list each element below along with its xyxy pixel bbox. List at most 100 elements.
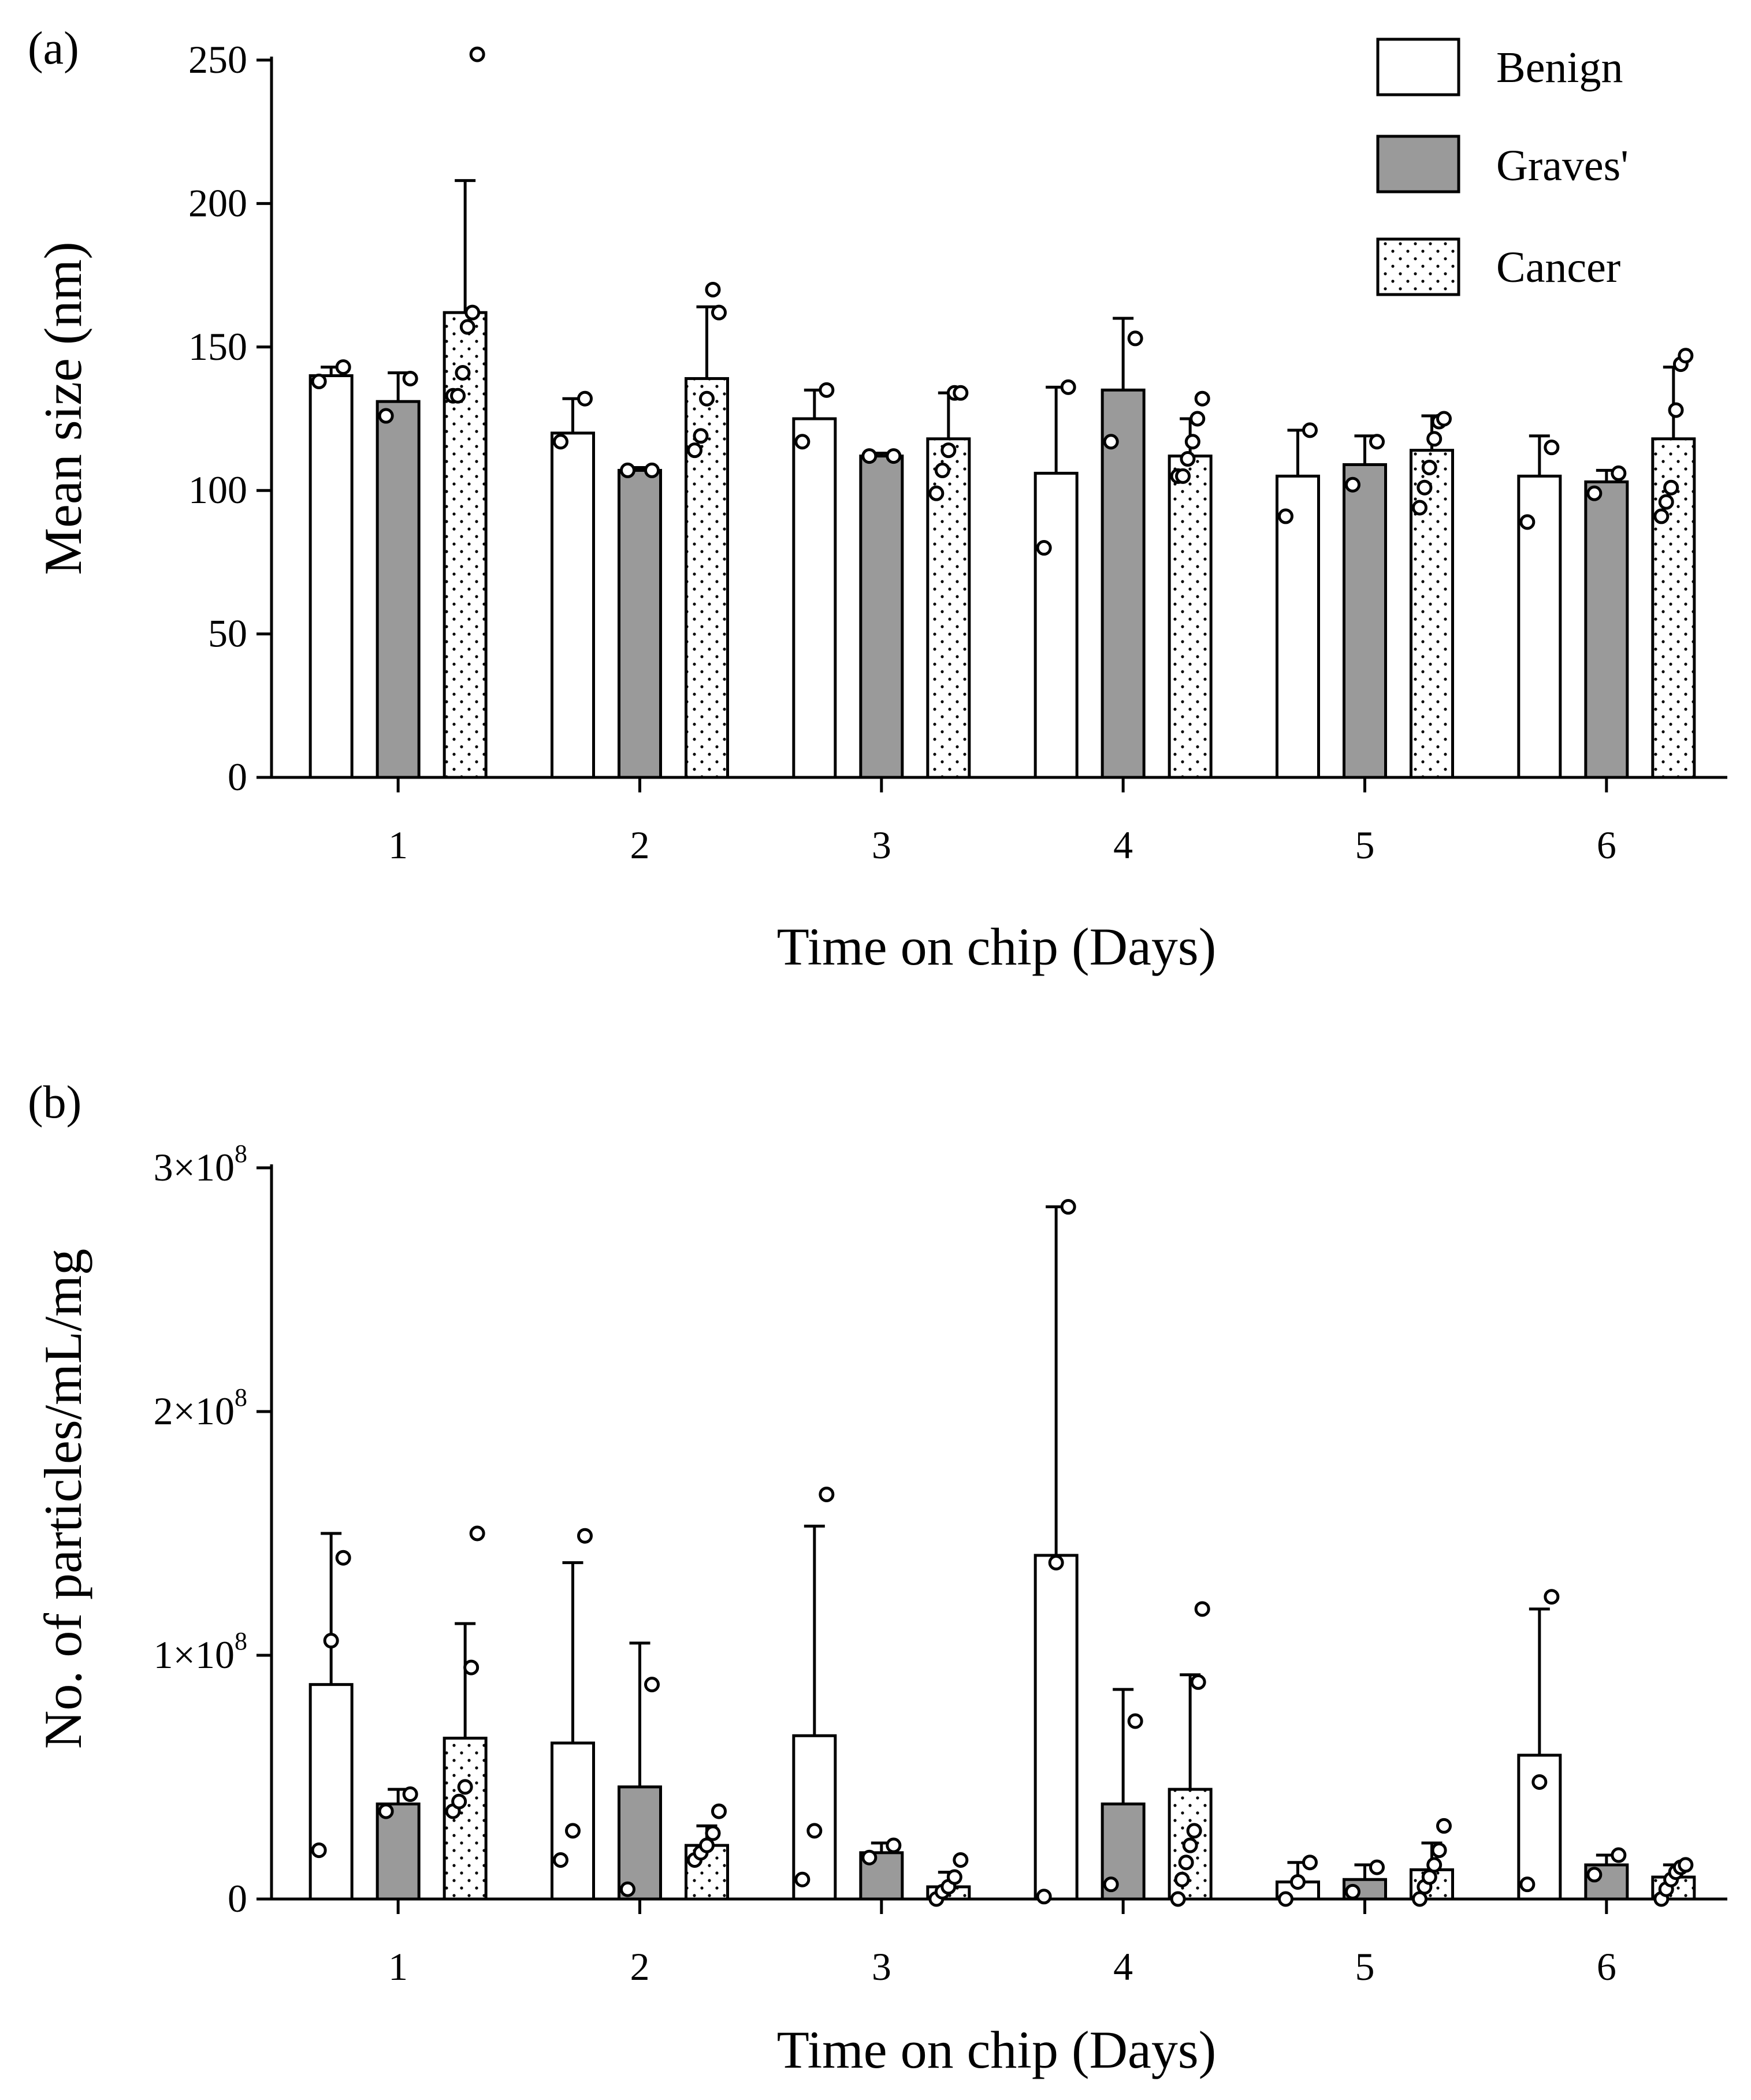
panel-a-y-tick-label: 100 [188,468,247,512]
panel-a-x-axis-title: Time on chip (Days) [777,917,1217,976]
panel-b-data-point [953,1852,969,1868]
panel-a-label: (a) [28,23,79,74]
panel-a-data-point [1345,476,1360,493]
panel-b-bar-graves-day1 [376,1802,421,1901]
panel-b-x-tick-label: 4 [1113,1945,1133,1989]
panel-a-data-point [1127,330,1143,347]
legend-swatch-cancer [1376,237,1460,296]
panel-a-data-point [1544,440,1560,456]
panel-b-data-point [577,1528,593,1544]
legend-label-benign: Benign [1496,43,1623,92]
panel-a-data-point [378,408,394,424]
panel-b: (b) No. of particles/mL/mg Time on chip … [28,1077,1727,2079]
panel-a-data-point [711,304,727,321]
panel-a-data-point [1653,508,1670,524]
panel-b-data-point [711,1803,727,1819]
legend-swatch-benign [1376,38,1460,96]
panel-a-data-point [705,281,721,297]
panel-a-data-point [1412,500,1427,516]
panel-a-data-point [693,428,709,444]
panel-b-y-tick-label: 2×108 [154,1383,247,1433]
panel-a-data-point [577,390,593,407]
panel-a-y-axis-title: Mean size (nm) [34,241,92,575]
panel-a-data-point [1436,411,1452,427]
panel-b-data-point [1060,1199,1076,1215]
panel-a-data-point [699,390,715,407]
panel-b-data-point [565,1823,581,1839]
panel-b-data-point [1519,1876,1536,1893]
panel-a-y-tick-label: 50 [208,612,247,656]
panel-a-x-tick-label: 5 [1355,823,1375,867]
panel-a-bar-benign-day1 [308,374,354,779]
panel-b-y-tick-label: 0 [228,1876,247,1920]
panel-b-x-tick-label: 3 [872,1945,891,1989]
panel-a-data-point [1658,494,1674,510]
panel-b-bar-benign-day2 [551,1741,595,1901]
panel-b-bar-benign-day1 [308,1683,354,1901]
panel-a-data-point [1586,485,1603,501]
panel-a-data-point [1519,514,1536,530]
panel-a-data-point [940,442,957,459]
panel-b-data-point [457,1779,473,1795]
panel-a-data-point [794,434,811,450]
panel-a-data-point [1060,379,1076,395]
panel-a-bar-graves-day1 [376,400,421,779]
panel-a-data-point [553,434,568,450]
panel-b-data-point [378,1803,394,1819]
panel-a-bar-benign-day2 [551,431,595,779]
panel-a-data-point [1302,422,1318,438]
panel-a-data-point [1611,465,1627,481]
panel-b-data-point [1190,1674,1206,1690]
panel-a-data-point [1175,468,1191,484]
panel-a-data-point [953,385,969,401]
panel-b-data-point [1186,1823,1202,1839]
panel-b-bar-graves-day2 [618,1785,662,1901]
legend-swatch-graves [1376,135,1460,193]
panel-a-y-tick-label: 250 [188,38,247,81]
panel-a-data-point [459,319,475,335]
panel-b-data-point [1611,1847,1627,1863]
panel-b-x-tick-label: 5 [1355,1945,1375,1989]
panel-a-data-point [1678,348,1694,364]
panel-b-data-point [1194,1601,1210,1617]
panel-b-data-point [1586,1867,1603,1883]
panel-b-data-point [1103,1876,1119,1893]
panel-a-y-tick-label: 150 [188,325,247,368]
panel-b-data-point [553,1852,568,1868]
panel-a-plot: 0 50 100 150 200 250 1 2 3 4 5 6 [188,38,1727,867]
panel-b-data-point [1345,1883,1360,1900]
panel-b-data-point [311,1842,327,1859]
panel-b-y-tick-label: 3×108 [154,1140,247,1189]
panel-a-data-point [620,462,635,478]
panel-a-data-point [311,373,327,389]
panel-b-data-point [861,1849,878,1866]
legend-label-graves: Graves' [1496,142,1629,190]
panel-a-bar-benign-day3 [792,417,837,779]
panel-b-bar-benign-day3 [792,1734,837,1901]
panel-b-data-point [402,1786,418,1803]
panel-b-data-point [1531,1774,1548,1790]
panel-a-x-tick-label: 2 [630,823,650,867]
panel-a-data-point [687,442,702,459]
panel-a-data-point [464,304,481,321]
panel-a-x-tick-label: 3 [872,823,891,867]
panel-a-bar-graves-day4 [1101,388,1146,779]
panel-a-y-tick-label: 200 [188,181,247,225]
panel-a-y-tick-label: 0 [228,755,247,799]
panel-b-y-tick-label: 1×108 [154,1627,247,1677]
panel-a-x-tick-label: 4 [1113,823,1133,867]
panel-b-data-point [1544,1589,1560,1605]
panel-a-data-point [450,388,466,404]
panel-b-data-point [1290,1874,1306,1890]
panel-b-plot: 0 1×108 2×108 3×108 1 2 3 4 5 6 [154,1140,1727,1989]
panel-a-bar-benign-day5 [1276,474,1320,779]
panel-a-data-point [1426,431,1443,447]
panel-b-data-point [1048,1555,1064,1571]
panel-a-data-point [1036,540,1052,556]
panel-b-data-point [1426,1857,1443,1873]
panel-a-data-point [1369,434,1385,450]
panel-b-data-point [806,1823,823,1839]
panel-b-data-point [705,1825,721,1841]
panel-b-bar-benign-day4 [1034,1554,1079,1901]
